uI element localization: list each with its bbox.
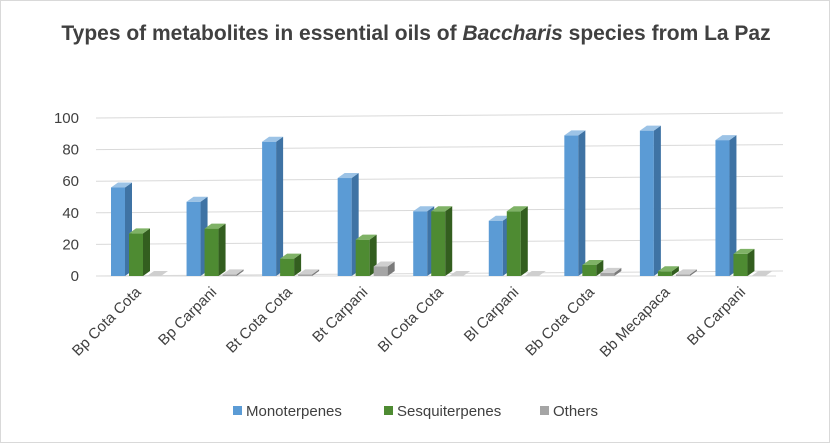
bar-sesquiterpenes [431, 211, 446, 276]
bar-top-monoterpenes [262, 136, 284, 142]
bar-side-sesquiterpenes [445, 206, 453, 276]
bar-sesquiterpenes [506, 211, 521, 276]
x-tick-label: Bt Cota Cota [223, 283, 296, 356]
x-tick-label: Bb Cota Cota [522, 283, 598, 359]
bar-monoterpenes [488, 220, 503, 276]
bar-top-sesquiterpenes [582, 259, 604, 265]
gridline [95, 175, 784, 182]
bar-top-monoterpenes [715, 135, 737, 141]
x-tick-label: Bb Mecapaca [597, 283, 674, 360]
bar-monoterpenes [564, 135, 579, 276]
bar-top-sesquiterpenes [280, 253, 302, 259]
bar-top-monoterpenes [337, 173, 359, 179]
chart-title-part-1: Types of metabolites in essential oils o… [61, 22, 463, 45]
bar-others [675, 274, 690, 276]
bar-top-others [222, 269, 244, 275]
bar-top-sesquiterpenes [733, 248, 755, 254]
legend-swatch [540, 406, 549, 415]
bar-side-sesquiterpenes [671, 266, 679, 276]
bar-top-others [147, 271, 168, 276]
x-tick-label: Bp Cota Cota [69, 283, 145, 359]
bar-top-monoterpenes [186, 196, 208, 202]
y-tick-label: 100 [54, 110, 79, 127]
bar-top-others [524, 271, 546, 276]
bar-top-sesquiterpenes [506, 206, 528, 212]
bar-monoterpenes [262, 141, 277, 276]
bar-sesquiterpenes [355, 239, 370, 276]
legend-label: Monoterpenes [246, 403, 342, 420]
bar-top-sesquiterpenes [431, 206, 453, 212]
bar-side-monoterpenes [276, 136, 284, 276]
bar-sesquiterpenes [733, 253, 748, 276]
bar-side-others [614, 267, 622, 276]
y-tick-label: 20 [62, 236, 79, 253]
bar-side-monoterpenes [578, 130, 586, 276]
bar-top-monoterpenes [111, 182, 132, 188]
y-tick-label: 80 [62, 142, 79, 159]
bar-others [298, 274, 313, 276]
bar-side-others [236, 269, 244, 276]
bar-side-others [387, 261, 395, 276]
x-tick-label: Bl Carpani [461, 284, 523, 346]
bar-monoterpenes [111, 187, 125, 276]
bar-side-others [312, 269, 320, 276]
legend-swatch [233, 406, 242, 415]
y-tick-label: 60 [62, 173, 79, 190]
y-tick-label: 40 [62, 205, 79, 222]
bar-top-monoterpenes [488, 215, 510, 221]
bar-top-monoterpenes [413, 206, 435, 212]
bar-monoterpenes [639, 130, 654, 276]
bar-others [373, 266, 388, 276]
bar-monoterpenes [186, 201, 201, 276]
bar-top-others [449, 271, 471, 276]
bar-top-sesquiterpenes [204, 223, 226, 229]
bar-side-sesquiterpenes [143, 228, 150, 276]
bar-side-sesquiterpenes [218, 223, 226, 276]
legend-label: Others [553, 403, 598, 420]
bar-top-monoterpenes [564, 130, 586, 136]
bar-sesquiterpenes [204, 228, 219, 276]
gridline [95, 144, 784, 151]
x-tick-label: Bt Carpani [309, 284, 371, 346]
bar-monoterpenes [413, 211, 428, 276]
legend-swatch [384, 406, 393, 415]
bar-sesquiterpenes [280, 258, 295, 276]
chart-title-part-3: species from La Paz [562, 22, 771, 45]
bar-side-monoterpenes [653, 125, 661, 276]
bar-top-sesquiterpenes [129, 228, 150, 234]
bar-side-others [689, 269, 697, 276]
bar-monoterpenes [337, 178, 352, 276]
bar-side-sesquiterpenes [520, 206, 528, 276]
x-tick-label: Bp Carpani [155, 284, 220, 349]
chart-title: Types of metabolites in essential oils o… [61, 19, 771, 48]
bar-sesquiterpenes [657, 271, 672, 276]
bar-top-others [298, 269, 320, 275]
chart-title-part-2: Baccharis [462, 22, 563, 45]
bar-side-sesquiterpenes [747, 248, 755, 276]
bar-top-others [373, 261, 395, 267]
bar-top-monoterpenes [639, 125, 661, 131]
bar-side-sesquiterpenes [294, 253, 302, 276]
y-tick-label: 0 [71, 268, 79, 285]
bar-top-others [675, 269, 697, 275]
legend-label: Sesquiterpenes [397, 403, 501, 420]
bar-monoterpenes [715, 140, 730, 276]
x-tick-label: Bd Carpani [684, 284, 749, 349]
x-tick-label: Bl Cota Cota [375, 283, 448, 356]
bar-others [600, 272, 615, 276]
bar-side-monoterpenes [729, 135, 737, 276]
bar-top-sesquiterpenes [657, 266, 679, 272]
bar-top-others [751, 271, 773, 276]
bar-top-others [600, 267, 622, 273]
bar-sesquiterpenes [582, 264, 597, 276]
bar-sesquiterpenes [129, 233, 143, 276]
bar-top-sesquiterpenes [355, 234, 377, 240]
gridline [95, 112, 784, 119]
bar-others [222, 274, 237, 276]
